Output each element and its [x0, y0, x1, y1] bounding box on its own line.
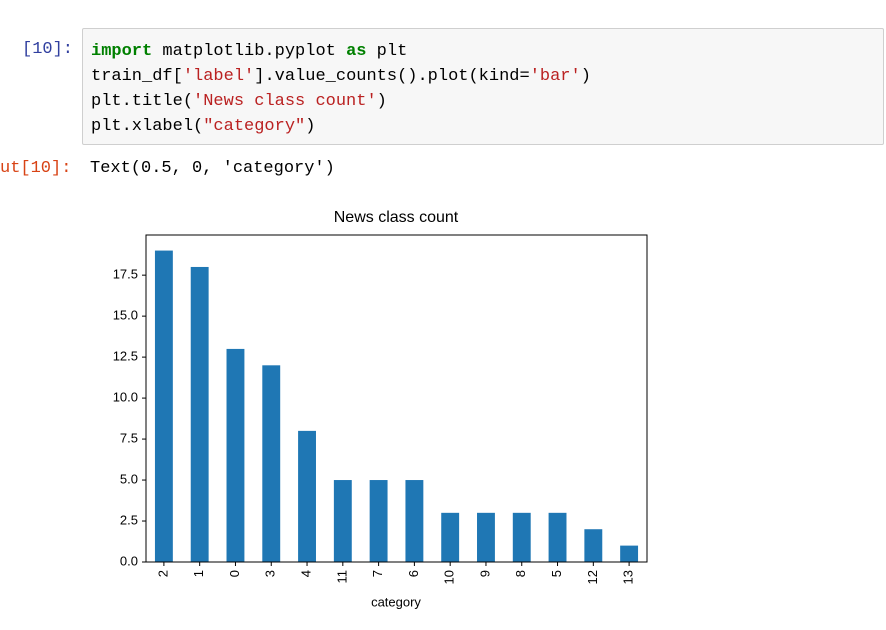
x-tick-label: 5	[549, 570, 564, 577]
x-tick-label: 10	[442, 570, 457, 584]
x-tick-label: 9	[477, 570, 492, 577]
bar	[333, 480, 352, 562]
bar	[548, 512, 567, 562]
input-prompt: [10]:	[22, 40, 74, 59]
bar	[477, 512, 495, 562]
code-text: plt.title(	[91, 92, 194, 111]
bar	[190, 266, 209, 562]
bar	[154, 250, 173, 563]
x-tick-label: 12	[585, 570, 600, 584]
code-line: plt.xlabel("category")	[91, 114, 591, 139]
bar	[584, 529, 603, 562]
bar	[298, 430, 316, 562]
code-text: )	[376, 92, 387, 111]
x-tick-label: 11	[334, 570, 349, 584]
bar	[512, 512, 531, 562]
y-tick-label: 2.5	[120, 512, 138, 527]
x-tick-label: 2	[155, 570, 170, 577]
x-tick-label: 7	[370, 570, 385, 577]
y-tick-label: 15.0	[113, 308, 138, 323]
y-tick-label: 17.5	[113, 267, 138, 282]
code-text: )	[580, 67, 591, 86]
bar	[226, 348, 245, 562]
x-axis-label: category	[371, 594, 421, 609]
output-prompt: ut[10]:	[0, 159, 72, 178]
x-tick-label: 13	[621, 570, 636, 584]
chart: News class count category 0.02.55.07.510…	[113, 209, 648, 609]
string: 'bar'	[529, 67, 581, 86]
code-line: plt.title('News class count')	[91, 89, 591, 114]
bar	[262, 365, 281, 562]
keyword: import	[91, 42, 153, 61]
code-line: train_df['label'].value_counts().plot(ki…	[91, 64, 591, 89]
x-tick-label: 1	[191, 570, 206, 577]
x-tick-label: 6	[406, 570, 421, 577]
y-tick-label: 12.5	[113, 349, 138, 364]
code-text: ].value_counts().plot(kind=	[254, 67, 530, 86]
string: "category"	[203, 117, 306, 136]
code-text: matplotlib.pyplot	[152, 42, 347, 61]
output-text: Text(0.5, 0, 'category')	[90, 159, 335, 178]
x-tick-label: 4	[298, 570, 313, 577]
bar	[405, 480, 424, 562]
y-tick-label: 10.0	[113, 390, 138, 405]
y-tick-label: 7.5	[120, 431, 138, 446]
bar	[369, 480, 388, 562]
chart-title: News class count	[334, 209, 459, 226]
x-tick-label: 0	[227, 570, 242, 577]
code-line: import matplotlib.pyplot as plt	[91, 39, 591, 64]
code-text: train_df[	[91, 67, 183, 86]
y-tick-label: 0.0	[120, 553, 138, 568]
code-text: plt	[366, 42, 408, 61]
string: 'News class count'	[193, 92, 377, 111]
code-cell[interactable]: import matplotlib.pyplot as plt train_df[…	[82, 28, 884, 145]
code-text: )	[305, 117, 316, 136]
bar	[620, 545, 639, 562]
code-text: plt.xlabel(	[91, 117, 204, 136]
string: 'label'	[182, 67, 255, 86]
axes-frame	[145, 234, 648, 563]
x-tick-label: 8	[513, 570, 528, 577]
x-tick-label: 3	[263, 570, 278, 577]
code: import matplotlib.pyplot as plt train_df[…	[91, 39, 591, 139]
y-tick-label: 5.0	[120, 471, 138, 486]
keyword: as	[346, 42, 367, 61]
bar	[441, 512, 460, 562]
